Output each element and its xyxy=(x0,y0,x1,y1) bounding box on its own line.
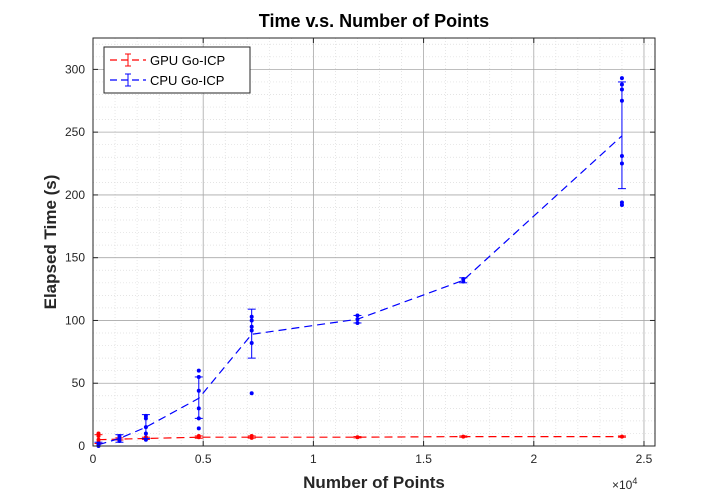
y-tick-label: 250 xyxy=(65,125,85,139)
x-tick-label: 1 xyxy=(310,452,317,466)
x-axis-exponent: ×104 xyxy=(612,476,637,492)
data-point xyxy=(249,318,254,323)
legend-label: GPU Go-ICP xyxy=(150,53,225,68)
x-tick-label: 0.5 xyxy=(195,452,212,466)
data-point xyxy=(619,87,624,92)
x-tick-label: 2 xyxy=(530,452,537,466)
y-tick-label: 200 xyxy=(65,188,85,202)
x-tick-label: 2.5 xyxy=(636,452,653,466)
legend-label: CPU Go-ICP xyxy=(150,73,224,88)
x-exponent-base: ×10 xyxy=(612,478,633,492)
x-exponent-power: 4 xyxy=(632,476,637,486)
data-point xyxy=(249,433,254,438)
data-point xyxy=(143,425,148,430)
axis-ticks: 0 0.5 1 1.5 2 2.5 0 50 100 150 200 250 300 xyxy=(65,38,655,466)
plot-frame xyxy=(92,37,656,447)
y-tick-label: 300 xyxy=(65,62,85,76)
y-tick-label: 150 xyxy=(65,251,85,265)
data-point xyxy=(355,317,360,322)
legend: GPU Go-ICP CPU Go-ICP xyxy=(103,46,251,94)
data-point xyxy=(249,341,254,346)
data-point xyxy=(619,82,624,87)
data-point xyxy=(196,426,201,431)
data-point xyxy=(196,416,201,421)
data-point xyxy=(355,320,360,325)
data-point xyxy=(143,431,148,436)
data-point xyxy=(196,433,201,438)
data-point xyxy=(96,441,101,446)
legend-item: GPU Go-ICP xyxy=(110,53,225,68)
data-point xyxy=(619,98,624,103)
minor-grid xyxy=(93,38,655,446)
data-point xyxy=(196,374,201,379)
data-point xyxy=(249,391,254,396)
data-point xyxy=(355,313,360,318)
plot-area xyxy=(93,38,655,446)
chart-title: Time v.s. Number of Points xyxy=(259,11,489,31)
data-point xyxy=(196,406,201,411)
data-point xyxy=(461,277,466,282)
data-point xyxy=(96,431,101,436)
x-axis-label: Number of Points xyxy=(303,473,445,492)
y-axis-label: Elapsed Time (s) xyxy=(41,175,60,310)
x-tick-label: 0 xyxy=(90,452,97,466)
data-point xyxy=(249,314,254,319)
y-tick-label: 50 xyxy=(72,376,86,390)
data-point xyxy=(619,434,624,439)
data-point xyxy=(196,368,201,373)
data-point xyxy=(249,324,254,329)
series-line xyxy=(98,135,623,446)
legend-item: CPU Go-ICP xyxy=(110,73,224,88)
data-point xyxy=(619,76,624,81)
y-tick-label: 0 xyxy=(78,439,85,453)
x-tick-label: 1.5 xyxy=(415,452,432,466)
data-point xyxy=(143,437,148,442)
data-point xyxy=(96,437,101,442)
data-point xyxy=(619,161,624,166)
data-point xyxy=(143,413,148,418)
data-point xyxy=(249,328,254,333)
data-point xyxy=(461,434,466,439)
y-tick-label: 100 xyxy=(65,313,85,327)
data-point xyxy=(619,154,624,159)
data-point xyxy=(355,435,360,440)
data-point xyxy=(619,200,624,205)
data-point xyxy=(196,388,201,393)
data-point xyxy=(117,433,122,438)
